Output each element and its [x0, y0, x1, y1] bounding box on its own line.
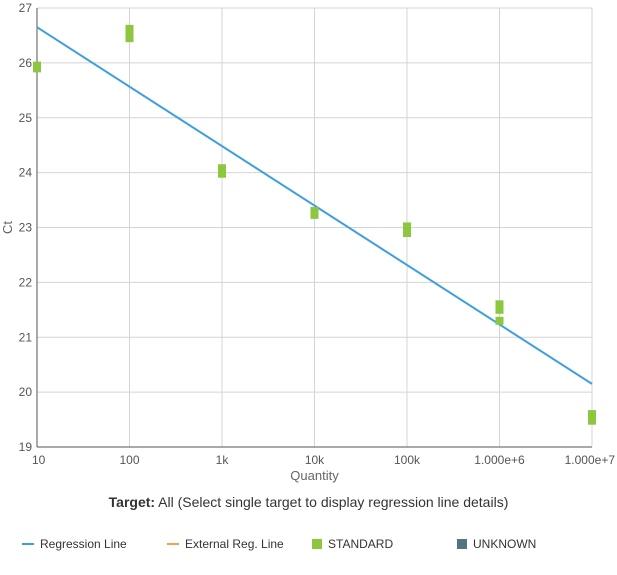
x-tick-label: 1k — [216, 453, 230, 467]
standard-data-point — [310, 210, 319, 219]
chart-legend: Regression Line External Reg. Line STAND… — [0, 537, 617, 555]
y-axis-title: Ct — [0, 221, 15, 234]
x-tick-label: 100 — [119, 453, 139, 467]
y-tick-label: 19 — [19, 440, 33, 454]
standard-curve-chart: 10 100 1k 10k 100k 1.000e+6 1.000e+7 19 20 21 22 2… — [0, 1, 615, 483]
unknown-swatch — [457, 539, 467, 549]
standard-data-point — [218, 169, 226, 178]
legend-label: STANDARD — [328, 537, 394, 551]
x-tick-label: 100k — [394, 453, 421, 467]
standard-data-point — [33, 64, 41, 73]
standard-data-point — [495, 316, 504, 325]
legend-item-external-reg-line[interactable]: External Reg. Line — [167, 537, 284, 551]
x-tick-label: 10 — [32, 453, 46, 467]
y-axis-ticks: 19 20 21 22 23 24 25 26 27 — [19, 1, 33, 454]
x-axis-title: Quantity — [290, 468, 339, 483]
legend-label: External Reg. Line — [185, 537, 284, 551]
target-text: All (Select single target to display reg… — [155, 494, 509, 510]
target-caption: Target: All (Select single target to dis… — [0, 494, 617, 510]
y-tick-label: 23 — [19, 221, 33, 235]
standard-data-point — [588, 410, 596, 419]
legend-label: Regression Line — [40, 537, 127, 551]
y-tick-label: 21 — [19, 330, 33, 344]
standard-data-point — [403, 228, 411, 237]
y-tick-label: 22 — [19, 275, 33, 289]
x-tick-label: 1.000e+7 — [565, 453, 616, 467]
legend-item-standard[interactable]: STANDARD — [312, 537, 393, 551]
standard-data-point — [403, 222, 411, 231]
standard-data-point — [495, 305, 504, 314]
standard-data-point — [588, 416, 596, 425]
target-label: Target: — [108, 494, 156, 510]
y-tick-label: 24 — [19, 166, 33, 180]
legend-label: UNKNOWN — [473, 537, 537, 551]
x-tick-label: 1.000e+6 — [474, 453, 525, 467]
external-reg-line-swatch — [167, 543, 179, 545]
standard-data-point — [218, 164, 226, 173]
standard-swatch — [312, 539, 322, 549]
y-tick-label: 26 — [19, 56, 33, 70]
standard-data-point — [125, 28, 134, 37]
regression-line-swatch — [22, 543, 34, 545]
x-axis-ticks: 10 100 1k 10k 100k 1.000e+6 1.000e+7 — [32, 453, 615, 467]
y-tick-label: 20 — [19, 385, 33, 399]
x-tick-label: 10k — [305, 453, 325, 467]
chart-series — [33, 24, 596, 425]
standard-data-point — [125, 34, 134, 43]
chart-grid — [36, 7, 593, 448]
y-tick-label: 25 — [19, 111, 33, 125]
standard-data-point — [495, 300, 504, 309]
y-tick-label: 27 — [19, 1, 33, 15]
legend-item-unknown[interactable]: UNKNOWN — [457, 537, 536, 551]
legend-item-regression-line[interactable]: Regression Line — [22, 537, 127, 551]
